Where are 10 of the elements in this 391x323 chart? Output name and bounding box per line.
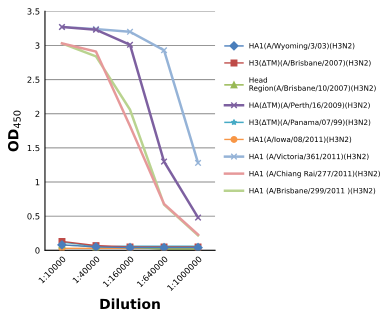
y-tick-label: 0.5: [27, 213, 40, 220]
x-axis-title: Dilution: [100, 298, 160, 310]
y-tick-label: 2: [35, 110, 40, 117]
y-tick-label: 1.5: [28, 144, 40, 152]
y-tick-label: 1: [36, 179, 40, 186]
y-tick-label: 3: [35, 42, 40, 49]
y-axis-title: OD$_{450}$: [8, 110, 21, 152]
y-tick-label: 0: [35, 247, 40, 254]
y-tick-label: 2.5: [27, 76, 40, 83]
y-tick-label: 3.5: [27, 8, 40, 15]
